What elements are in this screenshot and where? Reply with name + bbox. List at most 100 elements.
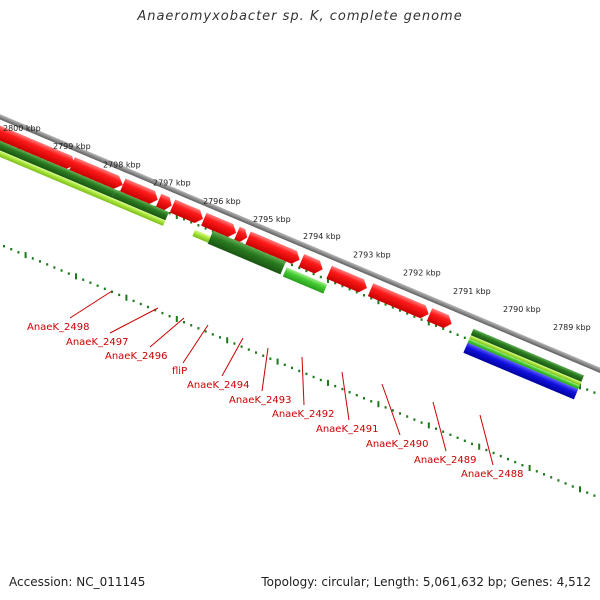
scale-lower-tick <box>219 336 221 339</box>
scale-upper-tick <box>384 303 387 306</box>
scale-lower-tick <box>449 433 452 436</box>
svg-text:AnaeK_2493: AnaeK_2493 <box>229 395 291 406</box>
scale-label-2794: 2794 kbp <box>303 232 341 241</box>
gene-arrow-anaek-2491[interactable] <box>245 231 302 266</box>
scale-upper-tick <box>593 391 596 394</box>
gene-block-dark-green-2[interactable] <box>111 189 169 221</box>
scale-lower-tick <box>478 443 481 450</box>
scale-lower-tick <box>226 337 229 344</box>
scale-lower-tick <box>348 391 351 394</box>
gene-features <box>0 119 585 400</box>
gene-label-anaek-2491[interactable]: AnaeK_2491 <box>316 371 378 435</box>
gene-block-light-green-right[interactable] <box>469 335 582 386</box>
scale-lower-tick <box>118 293 121 297</box>
svg-text:AnaeK_2489: AnaeK_2489 <box>414 455 476 466</box>
scale-lower-tick <box>31 257 34 260</box>
gene-label-anaek-2496[interactable]: AnaeK_2496 <box>105 317 185 362</box>
scale-lower-tick <box>262 354 265 357</box>
scale-lower-tick <box>391 409 394 412</box>
scale-label-2798: 2798 kbp <box>103 160 141 169</box>
gene-arrow-anaek-2490[interactable] <box>298 254 326 276</box>
reverse-strand-track <box>0 132 585 400</box>
scale-lower-tick <box>247 348 250 351</box>
scale-lower-tick <box>507 457 509 461</box>
scale-lower-tick <box>427 422 430 429</box>
scale-upper-tick <box>291 263 293 267</box>
scale-lower-tick <box>46 263 49 266</box>
gene-label-anaek-2493[interactable]: AnaeK_2493 <box>229 347 291 406</box>
scale-lower-tick <box>3 245 5 248</box>
gene-label-anaek-2498[interactable]: AnaeK_2498 <box>27 290 113 333</box>
gene-block-light-green-1[interactable] <box>0 140 112 204</box>
accession-text: Accession: NC_011145 <box>9 575 146 589</box>
scale-lower-tick <box>571 485 574 488</box>
genome-summary-text: Topology: circular; Length: 5,061,632 bp… <box>261 575 591 589</box>
scale-lower-tick <box>499 454 502 458</box>
scale-lower-tick <box>377 401 380 408</box>
scale-lower-tick <box>363 397 365 400</box>
scale-lower-tick <box>341 387 344 391</box>
scale-lower-tick <box>579 486 581 493</box>
scale-lower-tick <box>471 442 473 446</box>
scale-lower-tick <box>406 415 409 418</box>
gene-arrow-anaek-2493[interactable] <box>201 212 239 240</box>
scale-upper-tick <box>406 312 409 315</box>
rna-feature-blue[interactable] <box>463 342 579 400</box>
scale-upper-tick <box>204 227 207 230</box>
gene-arrow-downstream[interactable] <box>426 308 455 330</box>
scale-upper-tick <box>399 309 401 312</box>
scale-lower-tick <box>276 358 279 365</box>
scale-label-2792: 2792 kbp <box>403 269 441 278</box>
gene-label-anaek-2490[interactable]: AnaeK_2490 <box>366 383 428 450</box>
gene-block-mid-green-right[interactable] <box>467 338 580 390</box>
scale-lower-tick <box>305 372 308 376</box>
gene-arrow-anaek-2494[interactable] <box>169 199 206 226</box>
scale-upper-tick <box>197 224 200 227</box>
gene-block-light-green-3[interactable] <box>192 229 211 243</box>
scale-lower-tick <box>550 476 553 479</box>
gene-label-anaek-2489[interactable]: AnaeK_2489 <box>414 401 476 466</box>
gene-arrow-anaek-2488[interactable] <box>367 283 431 320</box>
scale-lower-tick <box>168 315 171 318</box>
scale-upper-tick <box>370 297 373 300</box>
gene-label-anaek-2494[interactable]: AnaeK_2494 <box>187 337 249 391</box>
scale-upper-tick <box>579 383 581 390</box>
gene-label-flip[interactable]: fliP <box>172 324 209 377</box>
gene-block-dark-green-3[interactable] <box>207 230 286 275</box>
scale-upper-tick <box>348 288 351 291</box>
scale-lower-tick <box>82 278 85 281</box>
gene-arrow-flip[interactable] <box>155 193 174 212</box>
gene-arrow-anaek-2492[interactable] <box>234 226 250 244</box>
scale-lower-tick <box>283 363 286 366</box>
gene-label-anaek-2497[interactable]: AnaeK_2497 <box>66 307 159 348</box>
gene-block-mid-green-1[interactable] <box>282 267 328 294</box>
scale-lower-tick <box>384 406 387 409</box>
svg-text:fliP: fliP <box>172 366 187 377</box>
scale-lower-tick <box>485 448 488 452</box>
gene-arrow-anaek-2497[interactable] <box>69 157 125 191</box>
scale-lower-tick <box>211 333 214 336</box>
gene-label-anaek-2492[interactable]: AnaeK_2492 <box>272 356 334 420</box>
scale-lower-tick <box>89 281 92 284</box>
scale-lower-tick <box>399 412 401 415</box>
gene-arrow-anaek-2498[interactable] <box>0 119 78 171</box>
scale-lower-tick <box>456 436 459 439</box>
scale-upper-tick <box>391 306 394 309</box>
gene-block-dark-green-1[interactable] <box>0 132 116 198</box>
scale-lower-tick <box>312 375 315 379</box>
gene-arrow-anaek-2496[interactable] <box>120 178 160 207</box>
scale-lower-tick <box>442 430 445 433</box>
scale-lower-tick <box>96 284 99 287</box>
scale-label-2800: 2800 kbp <box>3 124 41 133</box>
gene-label-anaek-2488[interactable]: AnaeK_2488 <box>461 414 523 480</box>
scale-label-2796: 2796 kbp <box>203 197 241 206</box>
scale-lower-tick <box>204 330 207 333</box>
gene-block-dark-green-right[interactable] <box>470 328 585 382</box>
gene-arrow-anaek-2489[interactable] <box>326 265 369 295</box>
scale-label-2789: 2789 kbp <box>553 323 591 332</box>
gene-block-light-green-2[interactable] <box>109 197 166 226</box>
scale-upper-tick <box>586 388 589 391</box>
svg-text:AnaeK_2490: AnaeK_2490 <box>366 439 428 450</box>
scale-lower-tick <box>413 418 416 421</box>
